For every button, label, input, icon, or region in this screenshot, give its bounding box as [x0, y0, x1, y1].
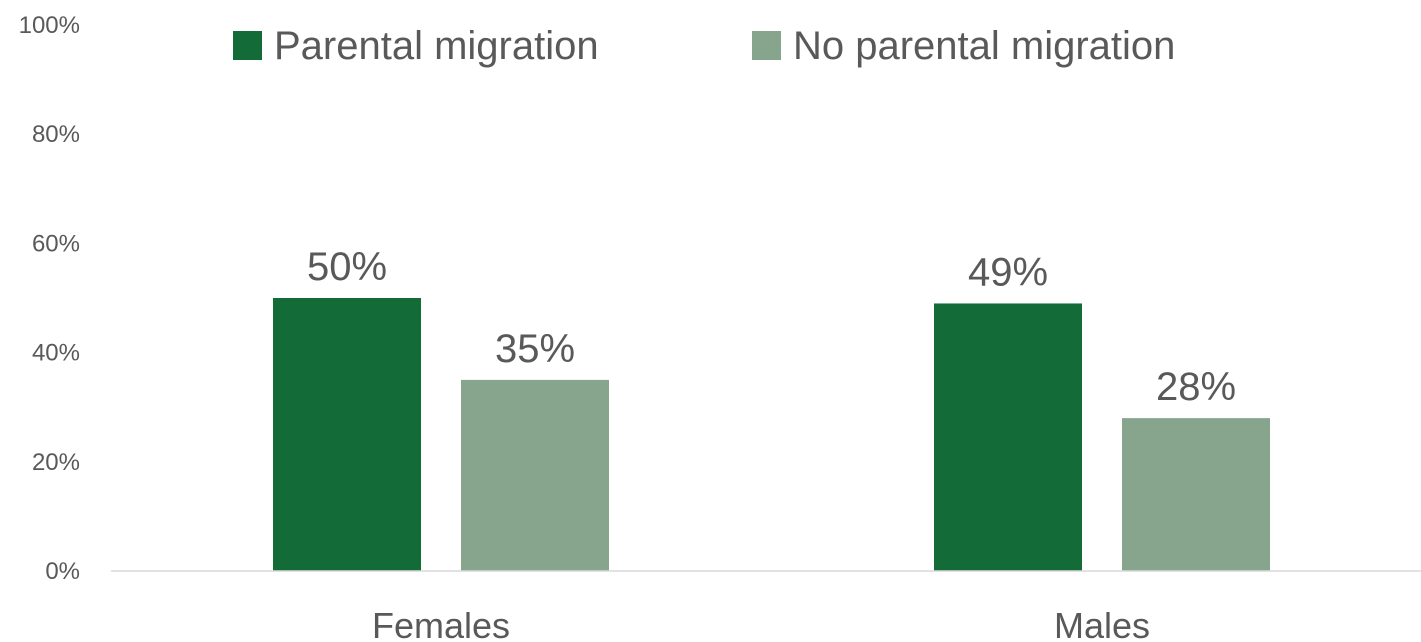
y-tick-label: 100%	[19, 12, 80, 39]
legend-label-no-parental-migration: No parental migration	[793, 24, 1175, 68]
data-label: 35%	[495, 327, 575, 371]
y-axis: 0% 20% 40% 60% 80% 100%	[19, 12, 80, 585]
y-tick-label: 40%	[32, 340, 80, 367]
y-tick-label: 20%	[32, 449, 80, 476]
data-labels: 50% 35% 49% 28%	[307, 245, 1236, 409]
legend: Parental migration No parental migration	[233, 24, 1175, 68]
legend-swatch-parental-migration	[233, 31, 262, 60]
legend-swatch-no-parental-migration	[752, 31, 781, 60]
data-label: 50%	[307, 245, 387, 289]
x-axis: Females Males	[372, 605, 1150, 642]
bar-males-no-parental-migration	[1122, 418, 1270, 571]
legend-label-parental-migration: Parental migration	[274, 24, 599, 68]
data-label: 28%	[1156, 365, 1236, 409]
y-tick-label: 80%	[32, 121, 80, 148]
y-tick-label: 0%	[45, 558, 80, 585]
bar-females-parental-migration	[273, 298, 421, 571]
bars	[273, 298, 1270, 571]
x-tick-label-males: Males	[1054, 605, 1150, 642]
bar-females-no-parental-migration	[461, 379, 609, 571]
y-tick-label: 60%	[32, 230, 80, 257]
x-tick-label-females: Females	[372, 605, 510, 642]
bar-males-parental-migration	[934, 303, 1082, 571]
data-label: 49%	[968, 250, 1048, 294]
